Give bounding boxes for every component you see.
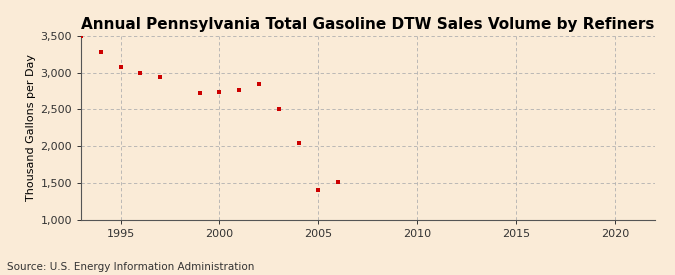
Point — [95, 50, 106, 54]
Point — [76, 34, 86, 38]
Title: Annual Pennsylvania Total Gasoline DTW Sales Volume by Refiners: Annual Pennsylvania Total Gasoline DTW S… — [81, 17, 655, 32]
Point — [135, 71, 146, 76]
Point — [293, 141, 304, 145]
Point — [115, 65, 126, 69]
Point — [254, 81, 265, 86]
Text: Source: U.S. Energy Information Administration: Source: U.S. Energy Information Administ… — [7, 262, 254, 272]
Point — [273, 107, 284, 112]
Point — [333, 180, 344, 184]
Point — [313, 188, 324, 192]
Y-axis label: Thousand Gallons per Day: Thousand Gallons per Day — [26, 54, 36, 201]
Point — [155, 75, 165, 79]
Point — [214, 90, 225, 95]
Point — [234, 88, 244, 92]
Point — [194, 91, 205, 95]
